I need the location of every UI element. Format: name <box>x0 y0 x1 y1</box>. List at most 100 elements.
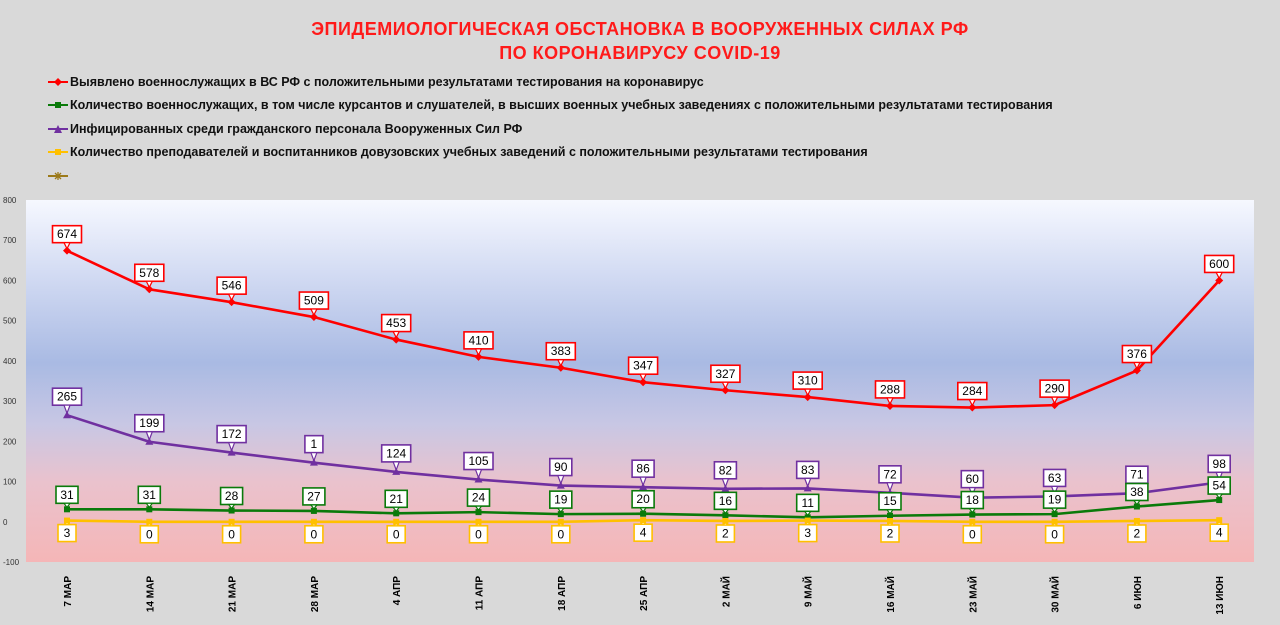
data-label: 453 <box>380 313 412 339</box>
x-tick-label: 11 АПР <box>475 576 486 611</box>
data-label-pointer <box>721 508 730 515</box>
data-label: 60 <box>960 469 985 498</box>
data-label: 2 <box>715 522 736 543</box>
data-point <box>1133 517 1140 524</box>
data-label: 284 <box>956 381 988 407</box>
x-tick-label: 18 АПР <box>557 576 568 611</box>
data-label: 3 <box>57 521 77 543</box>
y-tick-label: 500 <box>3 317 17 326</box>
data-point <box>556 363 565 372</box>
data-label: 674 <box>51 224 83 251</box>
data-label-text: 72 <box>883 467 897 481</box>
data-point <box>1050 401 1059 410</box>
data-label: 72 <box>878 465 902 493</box>
data-label-text: 0 <box>969 527 976 541</box>
data-label: 265 <box>51 387 83 415</box>
data-point <box>640 510 647 517</box>
data-label-pointer <box>1215 271 1224 280</box>
data-point <box>227 298 236 307</box>
data-label: 19 <box>548 490 573 514</box>
data-label-text: 453 <box>386 316 406 330</box>
legend-marker-5 <box>48 171 68 180</box>
data-label: 509 <box>298 291 330 317</box>
data-label-text: 98 <box>1213 457 1227 471</box>
data-label-pointer <box>227 441 236 453</box>
data-label-pointer <box>392 506 401 513</box>
data-label: 2 <box>1127 522 1147 543</box>
x-tick-label: 14 МАР <box>145 576 156 612</box>
data-label-text: 383 <box>551 344 571 358</box>
data-label: 578 <box>134 263 165 289</box>
data-label: 290 <box>1039 379 1070 405</box>
data-label-text: 546 <box>222 279 242 293</box>
data-label-text: 105 <box>468 454 488 468</box>
y-axis: -100 0 100 200 300 400 500 600 700 800 <box>3 196 20 567</box>
data-label-text: 90 <box>554 460 568 474</box>
legend-label-3: Инфицированных среди гражданского персон… <box>70 121 523 136</box>
data-label-text: 4 <box>640 526 647 540</box>
data-label-pointer <box>638 507 648 513</box>
data-label-pointer <box>803 510 812 517</box>
x-tick-label: 7 МАР <box>63 576 74 607</box>
data-point <box>886 401 894 410</box>
x-tick-label: 16 МАЙ <box>884 576 897 613</box>
x-tick-label: 30 МАЙ <box>1049 576 1062 613</box>
data-label: 124 <box>380 444 412 472</box>
data-label: 105 <box>463 451 494 480</box>
data-label-pointer <box>309 504 319 510</box>
series-lines <box>63 246 1224 525</box>
data-label-pointer <box>308 523 319 527</box>
x-tick-label: 23 МАЙ <box>966 576 979 613</box>
data-label-text: 509 <box>304 294 324 308</box>
data-point <box>474 352 483 361</box>
x-axis: 7 МАР 14 МАР 21 МАР 28 МАР 4 АПР 11 АПР 18 АПР… <box>63 576 1226 615</box>
data-point <box>803 393 812 402</box>
data-label: 376 <box>1121 344 1153 370</box>
x-tick-label: 21 МАР <box>228 576 239 612</box>
data-point <box>228 518 235 525</box>
data-label: 19 <box>1042 490 1067 514</box>
data-label-text: 2 <box>1134 526 1141 540</box>
data-label-text: 600 <box>1209 257 1229 271</box>
data-label: 0 <box>1044 523 1065 544</box>
data-label-text: 19 <box>554 493 568 507</box>
data-label-pointer <box>226 523 237 527</box>
data-point <box>1215 276 1224 285</box>
y-tick-label: 300 <box>3 397 17 406</box>
data-label-text: 38 <box>1130 485 1144 499</box>
y-tick-label: 700 <box>3 236 17 245</box>
data-point <box>145 285 154 294</box>
data-label-text: 19 <box>1048 493 1062 507</box>
data-point <box>228 507 235 514</box>
x-tick-label: 2 МАЙ <box>719 576 732 607</box>
data-label-text: 674 <box>57 227 77 241</box>
data-point <box>1051 518 1058 525</box>
data-label-pointer <box>886 482 894 493</box>
data-point <box>393 510 400 517</box>
data-point <box>804 514 811 521</box>
data-label: 288 <box>874 380 906 406</box>
data-label: 54 <box>1207 476 1231 500</box>
x-tick-label: 28 МАР <box>310 576 321 612</box>
data-label: 28 <box>219 486 244 510</box>
data-label: 4 <box>1209 521 1229 542</box>
data-label: 327 <box>710 364 741 390</box>
data-label-pointer <box>1131 522 1142 526</box>
data-label: 1 <box>304 434 324 463</box>
data-label-pointer <box>721 381 730 390</box>
x-tick-label: 9 МАЙ <box>802 576 815 607</box>
legend-label-2: Количество военнослужащих, в том числе к… <box>70 98 1053 113</box>
data-label: 347 <box>627 356 659 382</box>
data-label-pointer <box>145 502 154 509</box>
data-point <box>804 517 811 524</box>
data-label-pointer <box>1214 521 1225 525</box>
data-label-pointer <box>62 521 72 526</box>
data-label-pointer <box>309 308 318 317</box>
data-label: 546 <box>216 276 247 302</box>
data-label-text: 18 <box>966 493 980 507</box>
chart-title-line-1: ЭПИДЕМИОЛОГИЧЕСКАЯ ОБСТАНОВКА В ВООРУЖЕН… <box>311 19 969 39</box>
data-label: 0 <box>386 523 407 544</box>
y-tick-label: -100 <box>3 558 20 567</box>
y-tick-label: 100 <box>3 478 17 487</box>
x-tick-label: 4 АПР <box>392 576 403 606</box>
